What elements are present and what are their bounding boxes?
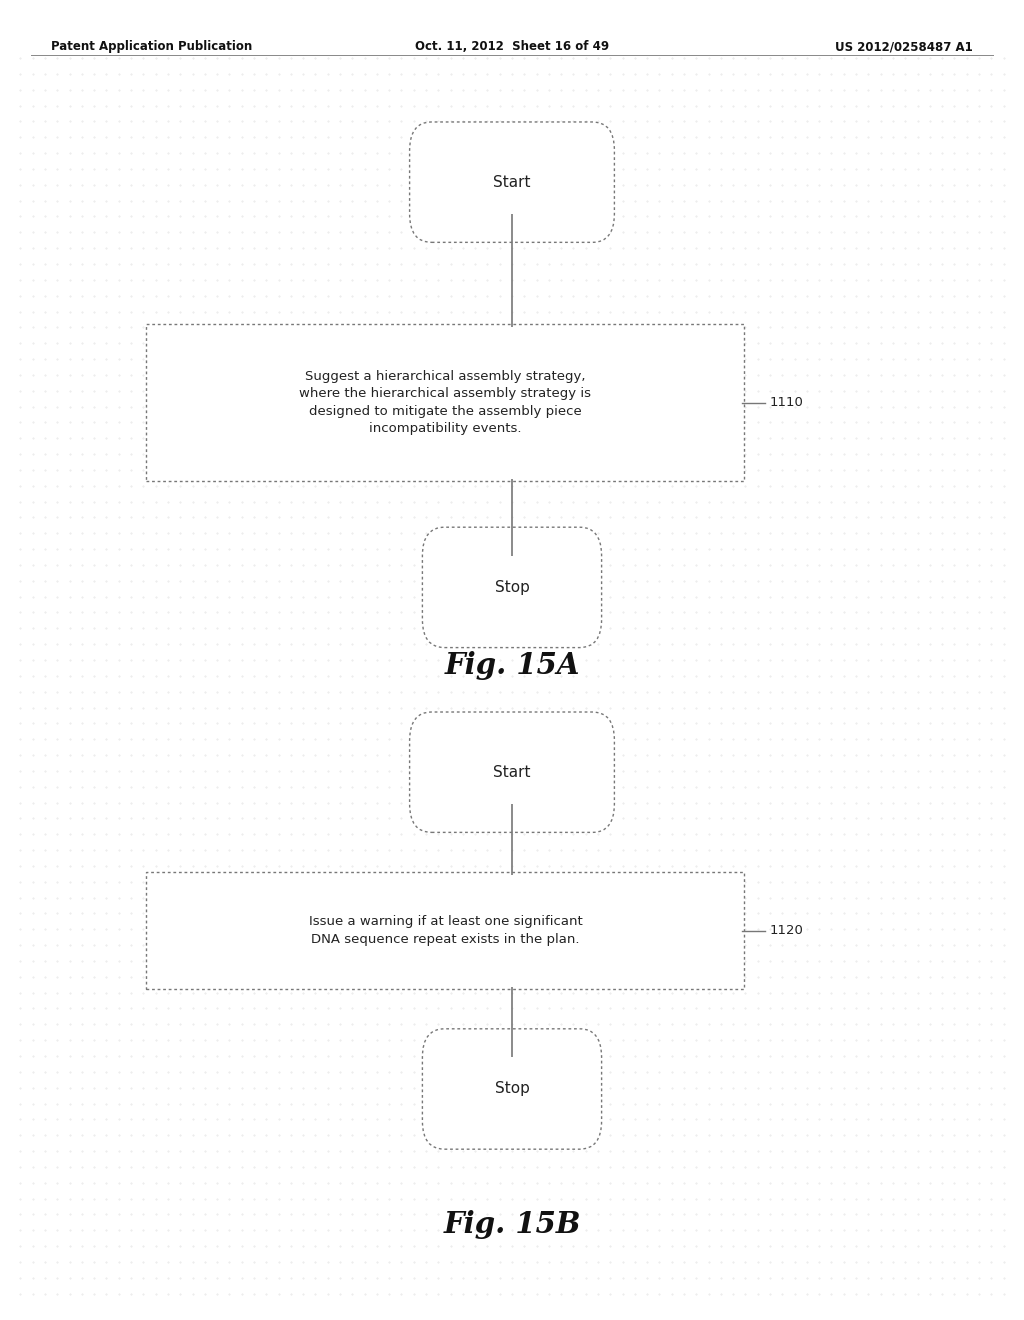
Text: Suggest a hierarchical assembly strategy,
where the hierarchical assembly strate: Suggest a hierarchical assembly strategy…	[299, 370, 592, 436]
Text: Fig. 15B: Fig. 15B	[443, 1210, 581, 1239]
Text: Issue a warning if at least one significant
DNA sequence repeat exists in the pl: Issue a warning if at least one signific…	[308, 915, 583, 946]
Text: Stop: Stop	[495, 579, 529, 595]
Text: 1110: 1110	[770, 396, 804, 409]
FancyBboxPatch shape	[146, 325, 744, 482]
Text: 1120: 1120	[770, 924, 804, 937]
FancyBboxPatch shape	[422, 527, 601, 648]
FancyBboxPatch shape	[410, 121, 614, 243]
Text: Start: Start	[494, 764, 530, 780]
FancyBboxPatch shape	[422, 1028, 601, 1150]
FancyBboxPatch shape	[146, 871, 744, 990]
Text: Fig. 15A: Fig. 15A	[444, 651, 580, 680]
Text: Patent Application Publication: Patent Application Publication	[51, 40, 253, 53]
Text: Stop: Stop	[495, 1081, 529, 1097]
Text: Oct. 11, 2012  Sheet 16 of 49: Oct. 11, 2012 Sheet 16 of 49	[415, 40, 609, 53]
FancyBboxPatch shape	[410, 711, 614, 833]
Text: Start: Start	[494, 174, 530, 190]
Text: US 2012/0258487 A1: US 2012/0258487 A1	[835, 40, 973, 53]
